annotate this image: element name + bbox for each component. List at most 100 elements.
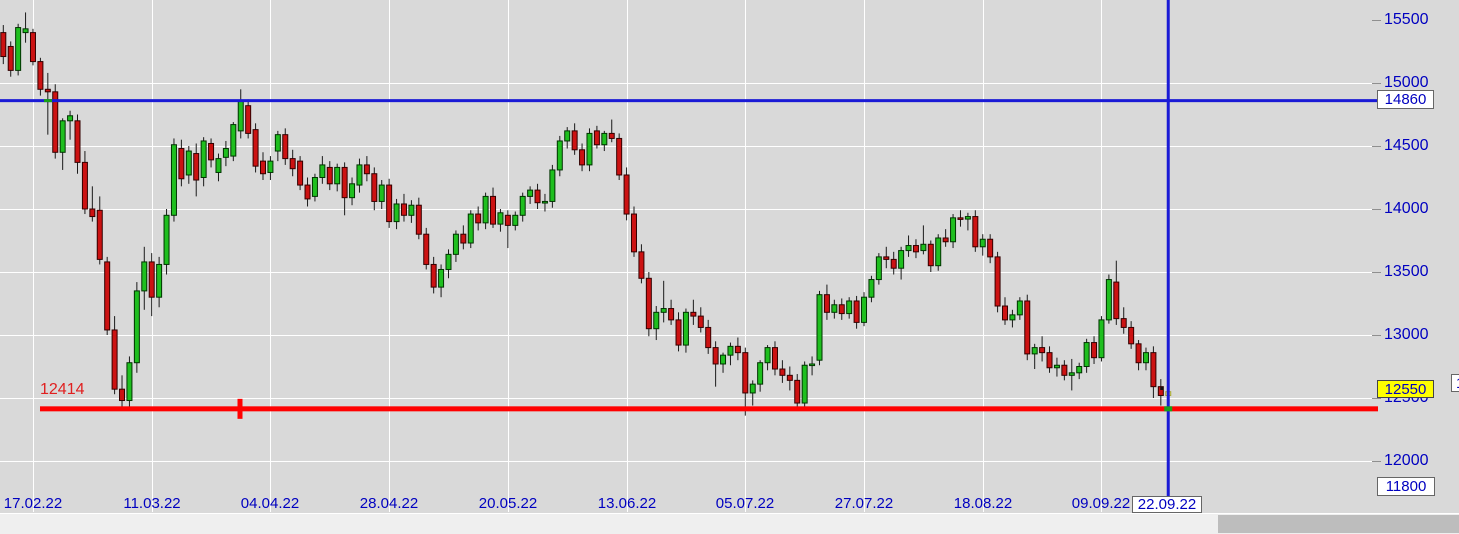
price-axis-label: 12000 [1384,452,1429,469]
candle-body [846,300,853,315]
candle-body [386,184,393,223]
candle-body [1076,366,1083,374]
candle-body [801,364,808,404]
support-line-handle[interactable] [237,398,243,419]
price-axis-label: 13000 [1384,326,1429,343]
candle-body [779,368,786,376]
crosshair-price-label-box: 14860 [1377,90,1434,109]
candle-body [237,100,244,132]
candle-body [452,233,459,255]
candle-body [972,216,979,248]
candle-body [504,214,511,226]
horizontal-scrollbar-thumb[interactable] [1218,515,1459,533]
candle-body [393,203,400,223]
candle-body [668,308,675,321]
candle-body [467,213,474,244]
candle-body [579,149,586,166]
price-axis-tick [1372,461,1381,462]
candle-body [215,158,222,173]
candle-body [564,130,571,142]
candle-body [512,214,519,226]
lower-price-label-box: 11800 [1377,477,1435,496]
candle-body [1105,279,1112,321]
crosshair-vertical-line[interactable] [1166,0,1170,496]
candle-body [267,160,274,173]
candle-body [119,388,126,402]
candle-body [823,294,830,313]
candle-body [964,216,971,220]
candle-body [326,166,333,185]
price-axis-tick [1372,146,1381,147]
bottom-scrollbar-track [0,513,1459,534]
date-axis-label: 27.07.22 [834,495,894,512]
candle-body [875,256,882,281]
candle-body [1053,364,1060,369]
candle-body [1009,314,1016,321]
candle-body [81,161,88,210]
candle-body [163,214,170,265]
red-line-cross-mark [1164,406,1173,412]
candle-body [794,379,801,404]
candle-body [126,362,133,402]
candle-body [222,148,229,158]
candle-body [883,256,890,260]
candle-body [445,253,452,270]
candle-body [363,164,370,175]
crosshair-date-label-box: 22.09.22 [1132,496,1202,513]
candle-body [957,217,964,220]
candle-body [527,189,534,197]
price-axis-label: 14500 [1384,137,1429,154]
current-price-tick [1160,387,1164,390]
candle-body [252,129,259,167]
date-axis-label: 05.07.22 [715,495,775,512]
candle-body [771,347,778,370]
candle-body [675,319,682,346]
price-axis-tick [1372,209,1381,210]
candle-body [1120,318,1127,328]
candle-body [1135,343,1142,364]
support-line-price-label: 12414 [40,381,85,398]
price-axis-tick [1372,272,1381,273]
candle-body [1083,342,1090,367]
candle-body [1024,300,1031,355]
candle-body [185,150,192,176]
candle-body [156,263,163,298]
candle-body [104,261,111,331]
candle-body [1046,352,1053,369]
candle-body [1016,300,1023,316]
candle-body [786,374,793,381]
candle-body [519,195,526,216]
candle-body [631,213,637,253]
date-axis-label: 18.08.22 [953,495,1013,512]
support-line-12414[interactable] [40,406,1378,412]
candle-body [245,105,252,134]
candle-body [1031,347,1038,355]
candle-body [541,200,548,204]
candle-body [534,189,541,204]
candle-body [1098,319,1105,359]
candle-body [987,238,994,258]
candle-body [1113,281,1120,320]
candle-body [720,354,727,365]
candle-body [690,311,697,317]
candle-body [868,279,875,298]
last-price-label-box: 12550 [1377,380,1434,398]
date-axis-label: 13.06.22 [597,495,657,512]
candle-body [37,61,44,90]
candle-body [378,184,385,202]
candle-body [497,212,504,225]
candle-body [170,144,177,216]
crosshair-horizontal-line[interactable] [0,99,1378,103]
candle-body [927,243,934,267]
candle-body [712,347,719,365]
price-axis-tick [1372,398,1381,399]
candle-body [438,268,445,288]
candle-body [74,120,81,163]
candle-body [697,315,704,328]
date-axis-label: 09.09.22 [1071,495,1131,512]
candle-body [311,177,318,197]
candle-body [623,174,630,215]
candle-body [912,245,919,253]
